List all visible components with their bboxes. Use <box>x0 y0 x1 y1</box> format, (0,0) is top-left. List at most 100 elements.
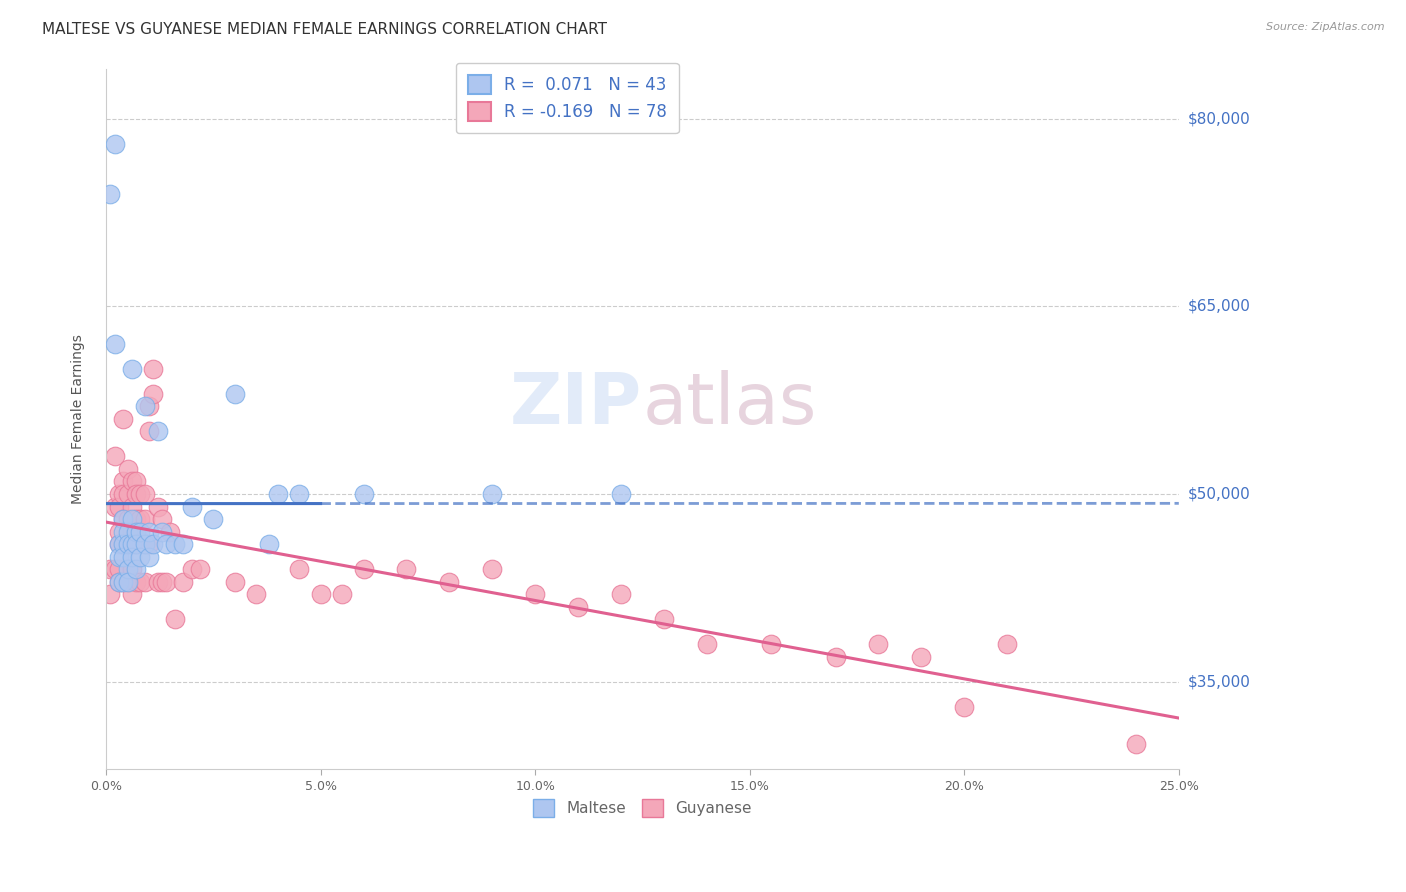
Point <box>142 362 165 376</box>
Point <box>121 362 143 376</box>
Point <box>108 487 131 501</box>
Point <box>146 500 169 514</box>
Point <box>134 537 156 551</box>
Point <box>288 487 311 501</box>
Point <box>125 487 148 501</box>
Point <box>112 549 135 564</box>
Point <box>117 462 139 476</box>
Point <box>129 487 152 501</box>
Point <box>117 524 139 539</box>
Point <box>121 587 143 601</box>
Point <box>481 487 503 501</box>
Point <box>180 500 202 514</box>
Point <box>134 487 156 501</box>
Text: ZIP: ZIP <box>510 370 643 440</box>
Text: $35,000: $35,000 <box>1188 674 1250 690</box>
Point <box>142 387 165 401</box>
Point <box>524 587 547 601</box>
Point <box>172 574 194 589</box>
Point <box>98 186 121 201</box>
Point <box>245 587 267 601</box>
Point <box>155 574 177 589</box>
Text: Source: ZipAtlas.com: Source: ZipAtlas.com <box>1267 22 1385 32</box>
Point <box>190 562 212 576</box>
Point <box>112 512 135 526</box>
Point <box>953 699 976 714</box>
Point <box>202 512 225 526</box>
Point <box>112 512 135 526</box>
Point <box>150 574 173 589</box>
Point <box>125 574 148 589</box>
Point <box>108 500 131 514</box>
Point <box>995 637 1018 651</box>
Point <box>134 400 156 414</box>
Point <box>129 537 152 551</box>
Point <box>112 475 135 489</box>
Point <box>696 637 718 651</box>
Point <box>121 537 143 551</box>
Point <box>868 637 890 651</box>
Point <box>257 537 280 551</box>
Text: MALTESE VS GUYANESE MEDIAN FEMALE EARNINGS CORRELATION CHART: MALTESE VS GUYANESE MEDIAN FEMALE EARNIN… <box>42 22 607 37</box>
Point <box>112 487 135 501</box>
Point <box>138 524 160 539</box>
Point <box>108 524 131 539</box>
Point <box>104 136 127 151</box>
Point <box>125 512 148 526</box>
Point <box>610 587 633 601</box>
Point <box>159 524 181 539</box>
Point <box>146 425 169 439</box>
Point <box>121 475 143 489</box>
Point <box>138 400 160 414</box>
Point <box>172 537 194 551</box>
Point <box>125 537 148 551</box>
Point <box>125 524 148 539</box>
Text: $50,000: $50,000 <box>1188 486 1250 501</box>
Point <box>155 537 177 551</box>
Point <box>108 574 131 589</box>
Point <box>112 537 135 551</box>
Point <box>98 587 121 601</box>
Point <box>104 562 127 576</box>
Point <box>117 512 139 526</box>
Point <box>129 512 152 526</box>
Point <box>121 524 143 539</box>
Point <box>353 562 375 576</box>
Point <box>112 574 135 589</box>
Point <box>146 574 169 589</box>
Point <box>163 612 186 626</box>
Point <box>163 537 186 551</box>
Point <box>125 524 148 539</box>
Point <box>108 574 131 589</box>
Point <box>330 587 353 601</box>
Point <box>267 487 290 501</box>
Point <box>121 549 143 564</box>
Point <box>104 450 127 464</box>
Point <box>150 512 173 526</box>
Point <box>117 537 139 551</box>
Point <box>224 574 246 589</box>
Point <box>224 387 246 401</box>
Point <box>180 562 202 576</box>
Point <box>117 487 139 501</box>
Point <box>129 574 152 589</box>
Point <box>824 649 846 664</box>
Point <box>150 524 173 539</box>
Text: $80,000: $80,000 <box>1188 112 1250 126</box>
Point <box>138 549 160 564</box>
Point <box>567 599 589 614</box>
Point <box>1125 737 1147 751</box>
Point <box>125 562 148 576</box>
Point <box>481 562 503 576</box>
Point <box>138 537 160 551</box>
Y-axis label: Median Female Earnings: Median Female Earnings <box>72 334 86 504</box>
Point <box>395 562 418 576</box>
Point <box>129 524 152 539</box>
Point <box>121 537 143 551</box>
Point <box>117 574 139 589</box>
Point <box>129 549 152 564</box>
Point <box>134 574 156 589</box>
Point <box>439 574 461 589</box>
Point <box>288 562 311 576</box>
Point <box>112 574 135 589</box>
